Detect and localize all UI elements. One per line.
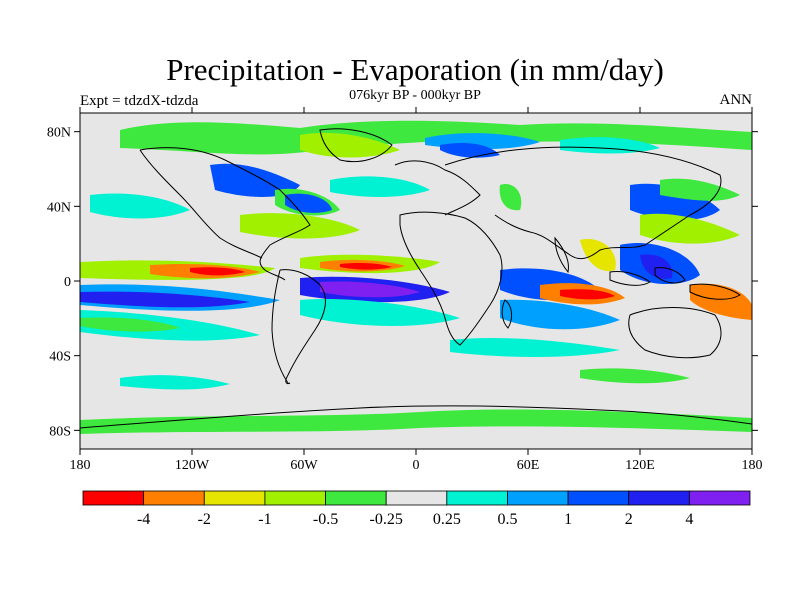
lon-tick-label: 60W xyxy=(290,458,318,473)
colorbar-swatch xyxy=(567,490,630,506)
colorbar-label: 2 xyxy=(625,511,633,528)
arctic-dark-blue xyxy=(440,143,500,158)
southern-pacific-cyan-band xyxy=(120,375,230,390)
colorbar-label: 4 xyxy=(685,511,693,528)
colorbar-swatch xyxy=(264,490,326,506)
siberia-cyan xyxy=(560,137,660,154)
madagascar-coast xyxy=(501,299,513,329)
west-pacific-green xyxy=(640,213,740,244)
south-pacific-green xyxy=(80,317,180,332)
greenland-green xyxy=(300,132,400,158)
north-pacific-cyan xyxy=(90,193,190,219)
lon-tick-label: 180 xyxy=(742,458,763,473)
map-title: Precipitation - Evaporation (in mm/day) xyxy=(166,52,664,87)
colorbar-swatch xyxy=(688,490,751,506)
lat-tick-label: 40N xyxy=(47,200,71,215)
colorbar-swatch xyxy=(82,490,145,506)
europe-coast xyxy=(394,160,481,216)
southern-indian-cyan xyxy=(450,338,620,357)
map-field xyxy=(80,113,752,449)
lon-tick-label: 60E xyxy=(517,458,540,473)
asia-coast xyxy=(444,146,722,260)
colorbar-label: 0.5 xyxy=(497,511,517,528)
colorbar-label: -0.25 xyxy=(370,511,403,528)
colorbar-swatch xyxy=(203,490,266,506)
season-label: ANN xyxy=(719,92,753,108)
north-atlantic-cyan xyxy=(330,176,430,197)
india-coast xyxy=(554,236,569,274)
coastlines xyxy=(80,128,752,429)
colorbar-swatch xyxy=(507,490,569,506)
indian-ocean-red xyxy=(560,289,615,300)
lon-tick-label: 120E xyxy=(625,458,655,473)
lon-tick-label: 120W xyxy=(175,458,210,473)
lon-tick-label: 0 xyxy=(413,458,420,473)
south-atlantic-violet xyxy=(320,281,420,298)
south-indian-blue xyxy=(500,299,620,330)
colorbar-label: 0.25 xyxy=(433,511,461,528)
lat-tick-label: 80N xyxy=(47,126,71,141)
colorbar-label: -0.5 xyxy=(313,511,338,528)
antarctic-green-band xyxy=(80,409,752,434)
lon-tick-label: 180 xyxy=(70,458,91,473)
colorbar-swatch xyxy=(143,490,205,506)
longitude-axis: 180 120W 60W 0 60E 120E 180 xyxy=(70,107,763,473)
colorbar: -4 -2 -1 -0.5 -0.25 0.25 0.5 1 2 4 xyxy=(82,490,751,528)
colorbar-swatch xyxy=(325,490,387,506)
lat-tick-label: 80S xyxy=(49,424,71,439)
lat-tick-label: 0 xyxy=(64,275,71,290)
borneo-coast xyxy=(654,267,686,284)
north-america-west-coast xyxy=(139,149,263,259)
latitude-axis: 80N 40N 0 40S 80S xyxy=(47,126,758,439)
lat-tick-label: 40S xyxy=(49,350,71,365)
antarctica-coast xyxy=(80,405,752,429)
australia-coast xyxy=(628,307,722,359)
colorbar-label: -2 xyxy=(198,511,211,528)
sumatra-coast xyxy=(609,271,651,286)
caspian-green xyxy=(499,184,522,211)
experiment-label: Expt = tdzdX-tdzda xyxy=(80,93,199,109)
south-atlantic-cyan xyxy=(300,299,460,326)
colorbar-swatch xyxy=(385,490,448,506)
tropical-atlantic-red xyxy=(340,263,392,270)
subtropical-atlantic-green xyxy=(240,213,360,239)
colorbar-label: -4 xyxy=(137,511,150,528)
map-subtitle: 076kyr BP - 000kyr BP xyxy=(349,88,481,103)
colorbar-label: 1 xyxy=(564,511,572,528)
north-pacific-green xyxy=(660,178,740,201)
africa-coast xyxy=(399,211,503,346)
map-background xyxy=(80,113,752,449)
south-america-west-coast xyxy=(271,269,289,384)
equatorial-pacific-red xyxy=(190,267,245,276)
pacific-dark-blue xyxy=(80,291,250,308)
colorbar-swatch xyxy=(628,490,690,506)
north-america-coast xyxy=(139,147,311,281)
new-guinea-coast xyxy=(689,283,741,300)
greenland-coast xyxy=(319,128,393,163)
maritime-dark-blue xyxy=(640,254,673,279)
colorbar-label: -1 xyxy=(258,511,271,528)
southern-ocean-green xyxy=(580,368,690,384)
colorbar-swatch xyxy=(446,490,508,506)
indochina-yellow xyxy=(580,239,616,272)
